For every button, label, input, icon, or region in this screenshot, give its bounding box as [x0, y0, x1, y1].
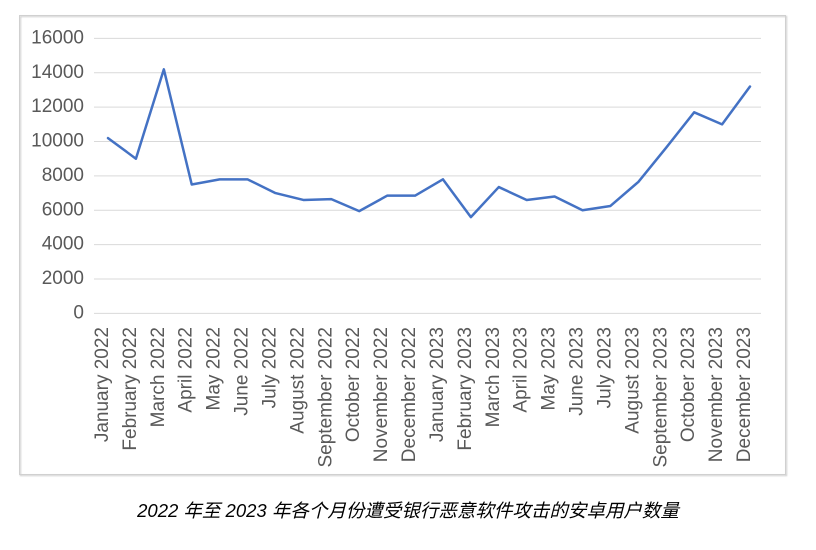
svg-text:September 2022: September 2022 — [315, 327, 336, 468]
svg-text:16000: 16000 — [31, 27, 84, 48]
svg-text:August 2023: August 2023 — [622, 327, 643, 434]
svg-text:4000: 4000 — [42, 234, 84, 255]
svg-text:September 2023: September 2023 — [650, 327, 671, 468]
svg-text:February 2022: February 2022 — [120, 327, 141, 451]
svg-text:6000: 6000 — [42, 199, 84, 220]
svg-text:October 2023: October 2023 — [678, 327, 699, 442]
svg-text:May 2023: May 2023 — [539, 327, 560, 410]
svg-text:January 2023: January 2023 — [427, 327, 448, 442]
svg-text:2000: 2000 — [42, 268, 84, 289]
svg-text:March 2022: March 2022 — [148, 327, 169, 427]
svg-text:October 2022: October 2022 — [343, 327, 364, 442]
svg-text:8000: 8000 — [42, 165, 84, 186]
svg-text:April 2022: April 2022 — [176, 327, 197, 413]
svg-text:May 2022: May 2022 — [204, 327, 225, 410]
svg-text:June 2023: June 2023 — [567, 327, 588, 416]
svg-text:10000: 10000 — [31, 131, 84, 152]
svg-text:July 2023: July 2023 — [594, 327, 615, 408]
svg-text:0: 0 — [73, 302, 84, 323]
svg-text:12000: 12000 — [31, 96, 84, 117]
svg-text:December 2022: December 2022 — [399, 327, 420, 462]
svg-text:June 2022: June 2022 — [232, 327, 253, 416]
svg-text:August 2022: August 2022 — [287, 327, 308, 434]
svg-text:April 2023: April 2023 — [511, 327, 532, 413]
svg-text:14000: 14000 — [31, 62, 84, 83]
svg-text:July 2022: July 2022 — [259, 327, 280, 408]
svg-text:November 2022: November 2022 — [371, 327, 392, 462]
svg-text:February 2023: February 2023 — [455, 327, 476, 451]
svg-text:January 2022: January 2022 — [92, 327, 113, 442]
svg-text:November 2023: November 2023 — [706, 327, 727, 462]
svg-text:December 2023: December 2023 — [734, 327, 755, 462]
svg-text:March 2023: March 2023 — [483, 327, 504, 427]
